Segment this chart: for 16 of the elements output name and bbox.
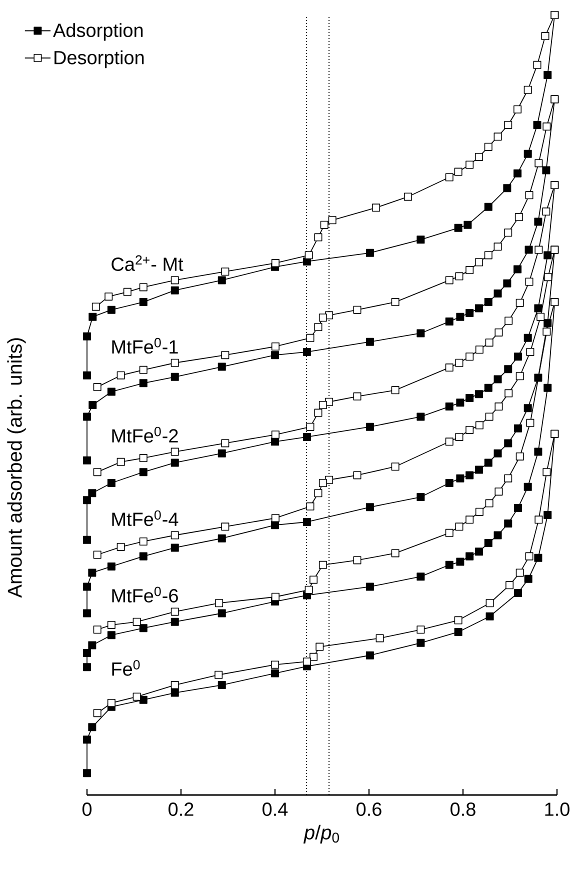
annotation: MtFe$^{0}$-6 xyxy=(112,586,178,602)
annotation: MtFe$^{0}$-2 xyxy=(112,426,178,443)
x-tick-label: 0.6 xyxy=(356,802,382,816)
annotation: Ca$^{2+}$- Mt xyxy=(112,255,184,271)
x-axis-title: p/p$_{0}$ xyxy=(303,824,339,844)
legend-label: Desorption xyxy=(54,50,144,68)
x-tick-label: 0 xyxy=(82,802,92,816)
x-tick-label: 0.4 xyxy=(262,802,288,816)
x-tick-label: 0.8 xyxy=(450,802,476,816)
annotation: Fe$^{0}$ xyxy=(112,660,140,676)
x-tick-label: 1.0 xyxy=(545,802,570,816)
annotation: MtFe$^{0}$-1 xyxy=(112,338,178,354)
annotation: MtFe$^{0}$-4 xyxy=(112,510,178,526)
x-tick-label: 0.2 xyxy=(168,802,194,816)
y-axis-title: Amount adsorbed (arb. units) xyxy=(7,338,26,598)
legend-label: Adsorption xyxy=(53,23,143,41)
